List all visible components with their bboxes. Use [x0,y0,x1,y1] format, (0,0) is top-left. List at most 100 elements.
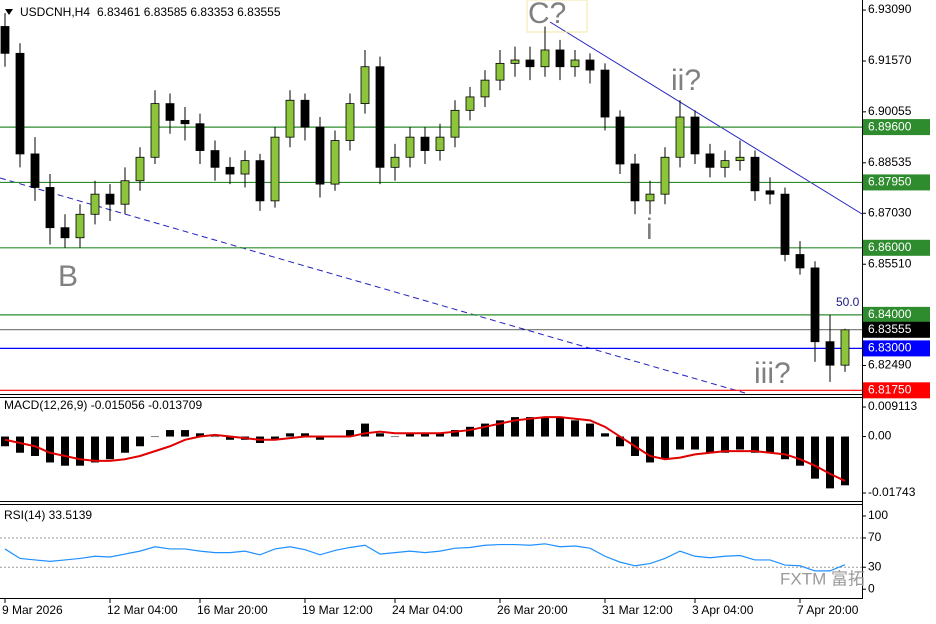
y-tick-label: 6.82490 [868,358,912,372]
wave-label: i [646,213,653,246]
histogram-bar [391,436,399,438]
histogram-bar [106,436,114,460]
rsi-line [4,543,846,572]
level-box [863,306,930,323]
candle-body [780,193,790,255]
wave-label: C? [528,0,566,30]
y-tick-label: 6.90055 [868,104,912,118]
level-label: 6.83000 [868,341,912,355]
candle-body [60,227,70,239]
label-box [526,0,588,33]
x-tick-label: 9 Mar 2026 [2,603,63,617]
histogram-bar [481,423,489,437]
candle-body [105,193,115,205]
histogram-bar [181,430,189,437]
candle-body [285,99,295,138]
x-tick-label: 19 Mar 12:00 [302,603,373,617]
level-label: 6.83555 [868,322,912,336]
histogram-bar [766,436,774,453]
histogram-bar [211,436,219,438]
candle-body [540,49,550,68]
histogram-bar [721,436,729,453]
candle-body [225,166,235,175]
histogram-bar [571,420,579,437]
histogram-bar [541,417,549,437]
y-tick-label: 0.009113 [868,399,917,413]
menu-arrow [5,9,13,15]
y-tick-label: 70 [868,530,882,544]
candle-body [810,267,820,343]
level-box [863,119,930,136]
histogram-bar [796,436,804,466]
y-tick-label: 6.88535 [868,155,912,169]
plot: 6.93090 6.91570 6.90055 6.88535 6.87030 6.855… [0,2,930,617]
histogram-bar [646,436,654,463]
candle-body [120,180,130,205]
candle-body [705,153,715,168]
histogram-bar [46,436,54,463]
histogram-bar [166,430,174,437]
candle-body [480,79,490,98]
histogram-bar [361,423,369,437]
candle-body [555,49,565,68]
candle-body [195,123,205,151]
x-tick-label: 3 Apr 04:00 [692,603,754,617]
x-tick-label: 31 Mar 12:00 [602,603,673,617]
level-label: 6.81750 [868,382,912,396]
y-tick-label: 6.85510 [868,256,912,270]
candle-body [390,156,400,168]
level-label: 6.86000 [868,240,912,254]
histogram-bar [451,430,459,437]
candle-body [315,126,325,185]
y-tick-label: 0.00 [868,429,892,443]
histogram-bar [286,433,294,437]
x-tick-label: 7 Apr 20:00 [797,603,859,617]
candle-body [0,26,10,54]
y-tick-label: 6.91570 [868,53,912,67]
wave-label: ii? [671,64,701,97]
candle-body [30,153,40,188]
candle-body [375,66,385,168]
candle-body [45,187,55,229]
x-tick-label: 24 Mar 04:00 [392,603,463,617]
level-box [863,239,930,256]
candle-body [585,59,595,71]
histogram-bar [1,436,9,447]
candle-body [165,103,175,121]
histogram-bar [316,436,324,440]
candle-body [150,103,160,158]
histogram-bar [601,433,609,437]
histogram-bar [436,433,444,437]
candle-body [15,52,25,155]
candle-body [495,62,505,81]
candle-body [525,59,535,68]
histogram-bar [466,426,474,437]
histogram-bar [496,420,504,437]
candle-body [660,156,670,195]
candle-body [345,103,355,141]
candle-body [645,193,655,202]
candle-body [600,69,610,118]
y-tick-label: -0.01743 [868,485,916,499]
x-tick-label: 26 Mar 20:00 [497,603,568,617]
candle-body [330,140,340,185]
histogram-bar [376,433,384,437]
histogram-bar [346,430,354,437]
y-tick-label: 6.87030 [868,205,912,219]
histogram-bar [121,436,129,453]
x-tick-label: 12 Mar 04:00 [107,603,178,617]
histogram-bar [556,417,564,437]
y-tick-label: 100 [868,508,888,522]
level-label: 6.89600 [868,119,912,133]
candle-body [90,193,100,215]
histogram-bar [421,433,429,437]
overlay: C? ii? i B iii? 50.0 USDCNH,H4 6.83461 6… [0,0,865,589]
candle-body [465,96,475,111]
wave-label: iii? [754,357,791,390]
candle-body [840,329,850,366]
label-bg [0,398,228,413]
candle-body [825,341,835,366]
level-box [863,321,930,338]
label-bg [0,506,118,521]
x-tick-label: 16 Mar 20:00 [197,603,268,617]
